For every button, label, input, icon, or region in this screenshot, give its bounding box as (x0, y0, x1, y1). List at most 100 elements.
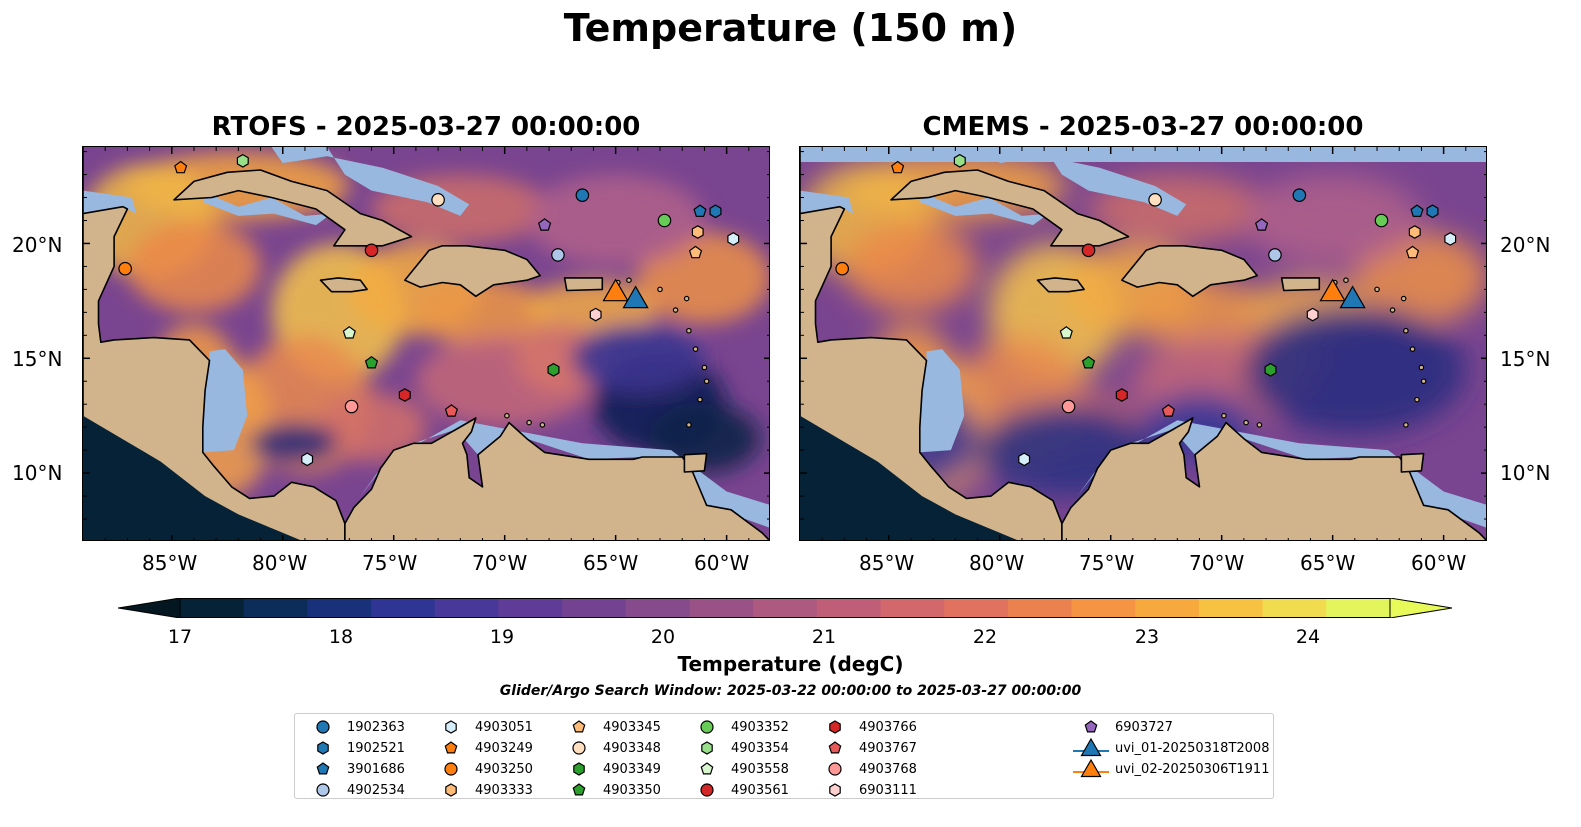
float-marker-4902534 (551, 248, 565, 262)
float-marker-6903727 (1254, 218, 1269, 231)
search-window-caption: Glider/Argo Search Window: 2025-03-22 00… (499, 683, 1082, 699)
legend-label: 4903561 (731, 782, 789, 798)
float-marker-1902363 (1292, 188, 1307, 203)
legend-label: 4903051 (475, 719, 533, 735)
rtofs-map (83, 147, 769, 540)
legend-item-1902521: 1902521 (305, 738, 405, 758)
lon-tick-label: 85°W (142, 551, 198, 575)
legend-item-4903767: 4903767 (817, 738, 917, 758)
colorbar-tick: 22 (972, 626, 998, 648)
float-marker-4902534 (1268, 248, 1282, 262)
legend-label: 4903348 (603, 740, 661, 756)
pentagon-marker-icon (444, 741, 458, 754)
float-marker-1902363 (575, 188, 590, 203)
float-marker-4903561 (364, 243, 379, 258)
lon-tick-label: 85°W (859, 551, 915, 575)
colorbar-tick: 19 (489, 626, 515, 648)
legend-label: 4903249 (475, 740, 533, 756)
glider-marker-uvi_02-20250306T1911 (602, 278, 629, 302)
lat-tick-label: 15°N (12, 347, 63, 371)
legend-label: 4903349 (603, 761, 661, 777)
legend-item-6903111: 6903111 (817, 780, 917, 800)
lon-tick-label: 80°W (252, 551, 308, 575)
map-panel-rtofs (82, 146, 770, 541)
pentagon-marker-icon (1084, 720, 1098, 733)
circle-marker-icon (700, 783, 714, 797)
lon-tick-label: 75°W (362, 551, 418, 575)
legend-label: 4903354 (731, 740, 789, 756)
lat-tick-label: 15°N (1500, 347, 1551, 371)
map-panel-cmems (799, 146, 1487, 541)
triangle-marker-icon (1073, 759, 1109, 778)
glider-marker-uvi_01-20250318T2008 (622, 285, 649, 309)
float-marker-4903051 (1444, 232, 1457, 246)
pentagon-marker-icon (316, 762, 330, 775)
legend-label: 4903250 (475, 761, 533, 777)
pentagon-marker-icon (572, 720, 586, 733)
lon-tick-label: 75°W (1079, 551, 1135, 575)
pentagon-marker-icon (700, 762, 714, 775)
legend-label: 4903767 (859, 740, 917, 756)
legend-item-4903345: 4903345 (561, 717, 661, 737)
circle-marker-icon (700, 720, 714, 734)
colorbar-tick: 18 (328, 626, 354, 648)
float-marker-4903350 (1081, 355, 1096, 369)
shelf-mask (800, 147, 1486, 528)
figure-title: Temperature (150 m) (563, 6, 1018, 50)
lon-tick-label: 60°W (1411, 551, 1467, 575)
legend-item-uvi_01-20250318T2008: uvi_01-20250318T2008 (1073, 738, 1269, 758)
lon-tick-label: 60°W (694, 551, 750, 575)
legend-label: 4903558 (731, 761, 789, 777)
land-mask (83, 147, 769, 540)
float-marker-4903249 (174, 160, 188, 174)
legend-item-4903768: 4903768 (817, 759, 917, 779)
legend-label: uvi_02-20250306T1911 (1115, 761, 1270, 777)
legend-item-4903766: 4903766 (817, 717, 917, 737)
hexagon-marker-icon (829, 783, 841, 797)
float-marker-4903333 (1408, 225, 1421, 239)
hexagon-marker-icon (573, 762, 585, 776)
circle-marker-icon (316, 783, 330, 797)
legend-item-uvi_02-20250306T1911: uvi_02-20250306T1911 (1073, 759, 1269, 779)
legend: 1902363 1902521 3901686 4902534 4903051 49032… (294, 713, 1274, 799)
float-marker-4903250 (118, 261, 132, 276)
float-marker-4903768 (344, 399, 359, 414)
float-marker-6903727 (537, 218, 552, 231)
lon-tick-label: 70°W (472, 551, 528, 575)
float-marker-4903333 (691, 225, 704, 239)
float-marker-6903111 (589, 307, 602, 322)
legend-label: 1902363 (347, 719, 405, 735)
legend-item-4903051: 4903051 (433, 717, 533, 737)
axis-ticks (83, 147, 769, 540)
colorbar-label: Temperature (degC) (677, 652, 904, 676)
legend-item-4903350: 4903350 (561, 780, 661, 800)
panel-title-rtofs: RTOFS - 2025-03-27 00:00:00 (211, 112, 641, 142)
float-marker-4903352 (657, 213, 672, 228)
legend-label: 6903727 (1115, 719, 1173, 735)
legend-item-4903354: 4903354 (689, 738, 789, 758)
hexagon-marker-icon (445, 720, 457, 734)
circle-marker-icon (444, 762, 458, 776)
legend-item-4902534: 4902534 (305, 780, 405, 800)
colorbar-gradient (117, 597, 1453, 619)
float-marker-4903345 (1405, 245, 1420, 259)
lon-tick-label: 80°W (969, 551, 1025, 575)
legend-item-4903352: 4903352 (689, 717, 789, 737)
float-marker-4903051b (1018, 452, 1031, 467)
legend-item-4903250: 4903250 (433, 759, 533, 779)
hexagon-marker-icon (317, 741, 329, 755)
legend-label: 4903333 (475, 782, 533, 798)
circle-marker-icon (572, 741, 586, 755)
pentagon-marker-icon (572, 783, 586, 796)
legend-item-4903558: 4903558 (689, 759, 789, 779)
float-marker-4903354 (236, 153, 249, 168)
float-marker-4903766 (398, 388, 411, 402)
lat-tick-label: 20°N (1500, 233, 1551, 257)
colorbar-tick: 21 (811, 626, 837, 648)
colorbar-tick: 20 (650, 626, 676, 648)
lon-tick-label: 65°W (1300, 551, 1356, 575)
colorbar-tick: 17 (167, 626, 193, 648)
float-marker-4903561 (1081, 243, 1096, 258)
lon-tick-label: 70°W (1189, 551, 1245, 575)
colorbar-tick: 24 (1295, 626, 1321, 648)
